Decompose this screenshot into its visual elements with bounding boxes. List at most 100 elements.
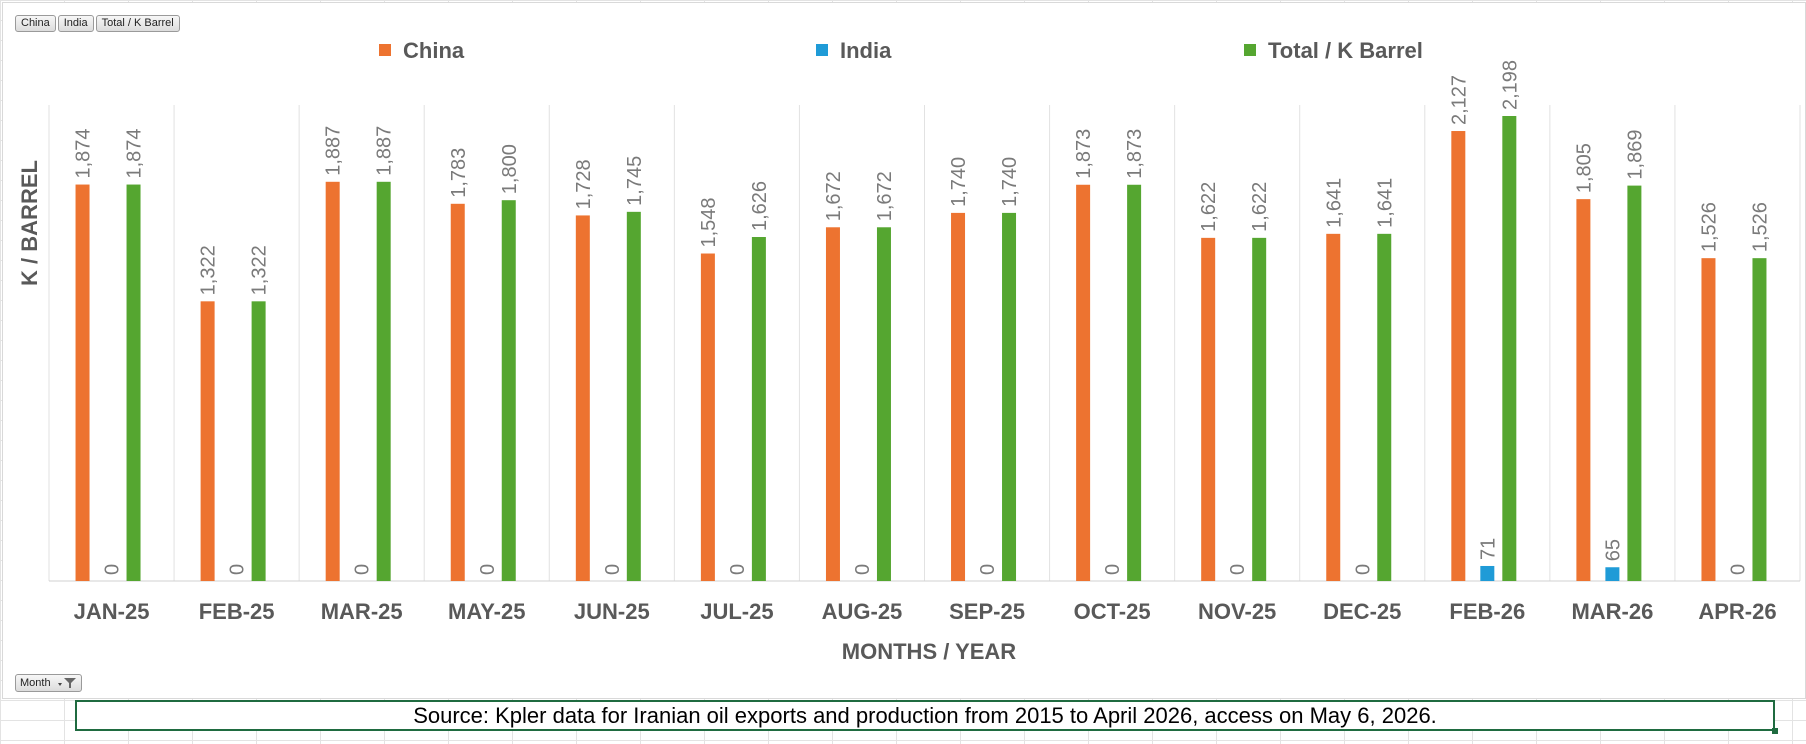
data-label: 1,800: [499, 144, 521, 194]
x-tick-label: JUL-25: [700, 599, 773, 624]
data-label: 0: [102, 564, 124, 575]
bar-china: [825, 227, 840, 581]
x-tick-label: DEC-25: [1323, 599, 1401, 624]
x-axis-title: MONTHS / YEAR: [842, 639, 1017, 664]
x-tick-label: MAR-25: [321, 599, 403, 624]
chart-area[interactable]: China India Total / K Barrel 1,874 1,322 1…: [2, 2, 1806, 699]
bar-total-k-barrel: [751, 237, 766, 581]
data-label: 0: [352, 564, 374, 575]
data-label: 0: [477, 564, 499, 575]
bar-india: [1605, 567, 1620, 581]
data-label: 1,322: [198, 245, 220, 295]
bar-total-k-barrel: [626, 211, 641, 581]
data-label: 0: [727, 564, 749, 575]
data-label: 2,198: [1499, 60, 1521, 110]
bar-total-k-barrel: [376, 181, 391, 581]
bar-total-k-barrel: [1252, 237, 1267, 582]
x-tick-label: JAN-25: [74, 599, 150, 624]
legend-label: India: [840, 38, 892, 63]
field-button-china[interactable]: China: [15, 15, 56, 32]
source-note-cell[interactable]: Source: Kpler data for Iranian oil expor…: [75, 700, 1775, 731]
month-filter-button[interactable]: Month: [15, 674, 82, 692]
source-note-text: Source: Kpler data for Iranian oil expor…: [413, 702, 1437, 728]
data-label: 0: [977, 564, 999, 575]
legend-swatch: [816, 44, 828, 56]
x-tick-label: FEB-26: [1449, 599, 1525, 624]
bar-china: [1701, 258, 1716, 581]
data-label: 1,641: [1374, 178, 1396, 228]
x-tick-label: JUN-25: [574, 599, 650, 624]
data-label: 0: [227, 564, 249, 575]
data-label: 1,641: [1323, 178, 1345, 228]
bar-total-k-barrel: [1377, 233, 1392, 581]
bar-china: [575, 215, 590, 581]
data-label: 1,626: [749, 181, 771, 231]
bar-china: [75, 184, 90, 581]
data-label: 0: [1352, 564, 1374, 575]
data-label: 1,740: [948, 157, 970, 207]
bar-china: [1576, 199, 1591, 582]
field-button-total[interactable]: Total / K Barrel: [95, 15, 180, 32]
bar-total-k-barrel: [1752, 258, 1767, 581]
bar-china: [1451, 131, 1466, 581]
x-tick-label: APR-26: [1698, 599, 1776, 624]
bar-total-k-barrel: [501, 200, 516, 581]
bar-china: [200, 301, 215, 581]
bar-china: [450, 203, 465, 581]
cell-fill-handle[interactable]: [1772, 728, 1778, 734]
data-label: 1,869: [1624, 130, 1646, 180]
bar-china: [951, 212, 966, 582]
field-button-india[interactable]: India: [57, 15, 94, 32]
data-label: 1,526: [1749, 202, 1771, 252]
pivot-field-buttons: China India Total / K Barrel: [15, 15, 180, 32]
bar-total-k-barrel: [1502, 116, 1517, 581]
bar-total-k-barrel: [126, 184, 141, 581]
x-tick-label: SEP-25: [949, 599, 1025, 624]
bar-india: [1480, 565, 1495, 581]
data-label: 1,622: [1198, 182, 1220, 232]
data-label: 1,745: [624, 156, 646, 206]
data-label: 1,873: [1124, 129, 1146, 179]
x-tick-label: MAY-25: [448, 599, 525, 624]
bar-total-k-barrel: [876, 227, 891, 581]
data-label: 1,873: [1073, 129, 1095, 179]
data-label: 1,322: [249, 245, 271, 295]
legend-label: Total / K Barrel: [1268, 38, 1423, 63]
data-label: 1,672: [823, 171, 845, 221]
data-label: 1,548: [698, 197, 720, 247]
legend-label: China: [403, 38, 465, 63]
data-label: 0: [1727, 564, 1749, 575]
data-label: 1,526: [1698, 202, 1720, 252]
legend-swatch: [379, 44, 391, 56]
bar-total-k-barrel: [1127, 184, 1142, 581]
bar-china: [700, 253, 715, 581]
bar-china: [1076, 184, 1091, 581]
data-label: 1,672: [874, 171, 896, 221]
x-tick-label: NOV-25: [1198, 599, 1276, 624]
x-tick-label: FEB-25: [199, 599, 275, 624]
bar-chart: 1,874 1,322 1,887 1,783 1,728 1,548 1,672 1,740…: [17, 38, 1801, 664]
data-label: 65: [1602, 539, 1624, 561]
data-label: 1,728: [573, 159, 595, 209]
data-label: 0: [602, 564, 624, 575]
data-label: 1,622: [1249, 182, 1271, 232]
data-label: 0: [1227, 564, 1249, 575]
data-label: 1,783: [448, 148, 470, 198]
bar-total-k-barrel: [1002, 212, 1017, 582]
data-label: 71: [1477, 538, 1499, 560]
data-label: 1,874: [124, 128, 146, 178]
month-filter-label: Month: [20, 677, 51, 689]
bar-total-k-barrel: [251, 301, 266, 581]
data-label: 0: [1102, 564, 1124, 575]
y-axis-title: K / BARREL: [17, 160, 42, 286]
x-tick-label: OCT-25: [1074, 599, 1151, 624]
x-tick-label: AUG-25: [822, 599, 903, 624]
data-label: 0: [852, 564, 874, 575]
data-label: 1,740: [999, 157, 1021, 207]
data-label: 1,887: [374, 126, 396, 176]
data-label: 1,874: [73, 128, 95, 178]
filter-dropdown-icon: [57, 678, 76, 688]
data-label: 2,127: [1448, 75, 1470, 125]
bar-china: [1201, 237, 1216, 582]
legend-swatch: [1244, 44, 1256, 56]
